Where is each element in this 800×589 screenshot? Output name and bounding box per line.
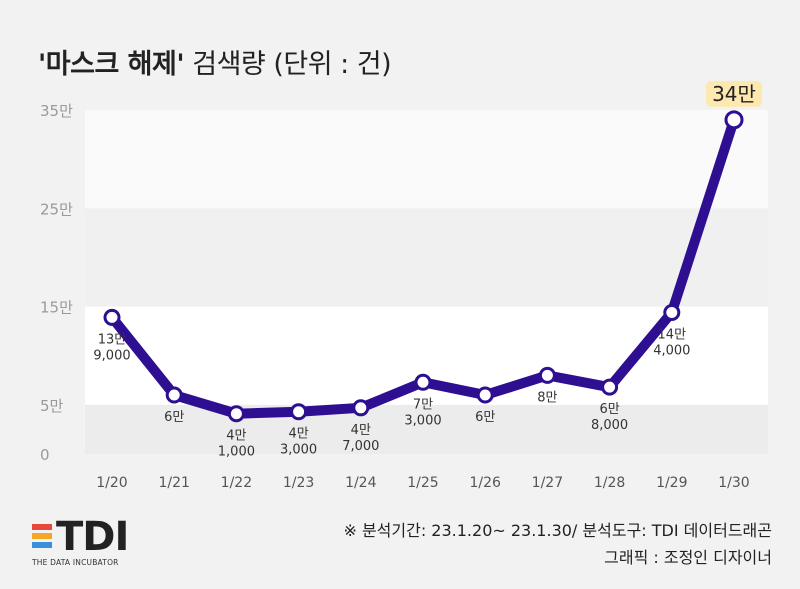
data-label: 8만 [537,390,557,405]
title-keyword: '마스크 해제' [38,49,185,80]
x-tick-label: 1/24 [345,475,377,491]
data-point [290,403,308,421]
data-label: 13만 [98,332,127,347]
y-tick-label: 35만 [40,102,73,120]
data-point [103,308,121,326]
data-label: 6만 [475,410,495,425]
data-label: 7만 [413,397,433,412]
line-chart: 0 5만 15만 25만 35만 1/20 1/21 1/22 1/23 1/24 1/25 1/26… [40,80,768,491]
data-label: 7,000 [342,439,379,454]
tdi-logo: TDI THE DATA INCUBATOR [32,514,152,570]
data-point [352,399,370,417]
data-point [538,366,556,384]
graphic-credit: 그래픽 : 조정인 디자이너 [604,548,772,567]
data-label: 4,000 [653,343,690,358]
data-label: 6만 [164,410,184,425]
grid-band [85,404,768,454]
logo-bar-red [32,524,52,530]
grid-band [85,110,768,209]
data-point [601,378,619,396]
logo-text: TDI [56,514,129,560]
x-tick-label: 1/30 [718,475,749,491]
x-tick-label: 1/26 [469,475,501,491]
x-tick-label: 1/22 [221,475,252,491]
x-tick-label: 1/27 [532,475,563,491]
y-tick-label: 25만 [40,200,73,218]
data-label: 1,000 [218,445,255,460]
x-tick-label: 1/25 [407,475,438,491]
y-tick-label: 0 [40,446,50,464]
data-point [227,405,245,423]
data-label: 34만 [712,82,756,106]
data-label: 3,000 [280,443,317,458]
logo-bar-orange [32,533,52,539]
data-point [165,386,183,404]
data-label: 9,000 [93,348,130,363]
data-label: 4만 [351,423,371,438]
x-tick-label: 1/20 [96,475,127,491]
data-point [414,373,432,391]
data-label: 14만 [658,327,687,342]
data-label: 4만 [288,427,308,442]
y-tick-label: 5만 [40,397,64,415]
logo-bar-blue [32,542,52,548]
grid-band [85,208,768,307]
chart-title: '마스크 해제' 검색량 (단위 : 건) [38,42,392,81]
highlight-label-bg [706,80,762,107]
source-note: ※ 분석기간: 23.1.20~ 23.1.30/ 분석도구: TDI 데이터드… [343,521,772,540]
data-label: 3,000 [404,413,441,428]
data-label: 4만 [226,429,246,444]
x-tick-label: 1/21 [158,475,189,491]
x-tick-label: 1/28 [594,475,625,491]
title-unit: 검색량 (단위 : 건) [184,49,392,80]
data-label: 6만 [599,402,619,417]
logo-subtitle: THE DATA INCUBATOR [32,558,119,567]
x-tick-label: 1/23 [283,475,314,491]
data-point [476,386,494,404]
data-point [663,303,681,321]
x-tick-label: 1/29 [656,475,687,491]
y-tick-label: 15만 [40,299,73,317]
data-label: 8,000 [591,418,628,433]
data-point [724,110,744,130]
